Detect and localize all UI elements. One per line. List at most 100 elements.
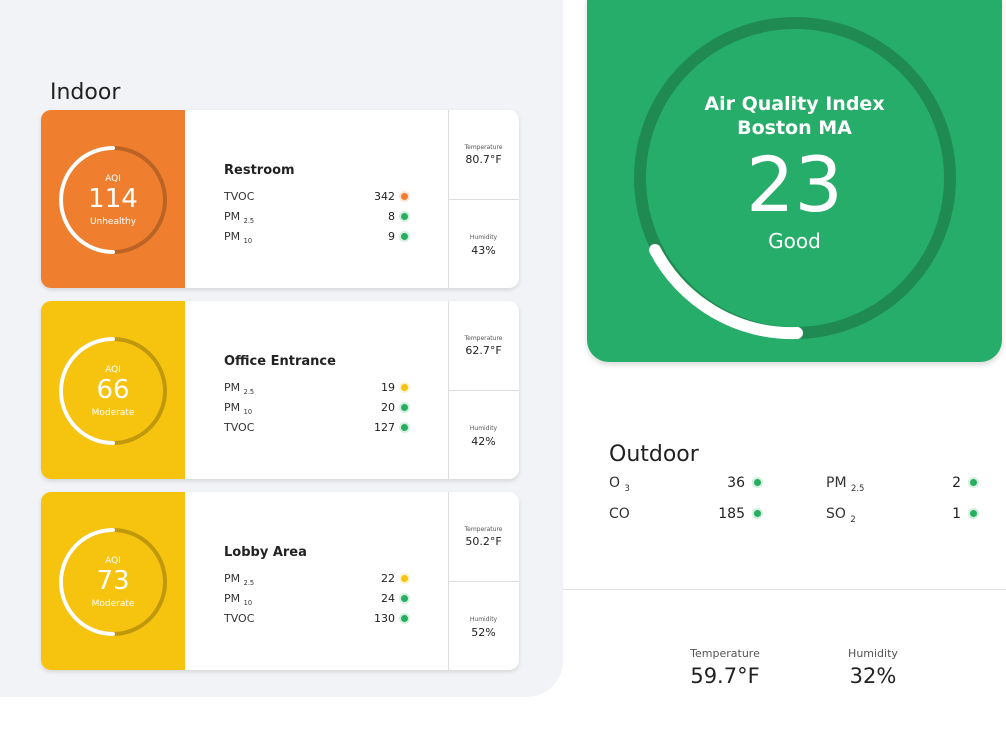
pollutant-value: 24 xyxy=(381,592,395,605)
divider xyxy=(563,589,1006,590)
gauge-arc xyxy=(59,528,115,636)
aqi-label: AQI xyxy=(105,556,121,566)
outdoor-humidity: 32% xyxy=(849,664,897,688)
pollutant-value: 36 xyxy=(727,475,745,491)
row-divider xyxy=(448,390,519,391)
status-dot xyxy=(754,479,761,486)
room-card: AQI 73 Moderate Lobby Area PM 2.5 22 PM 10 24 TV… xyxy=(41,492,519,670)
humidity: 52% xyxy=(471,626,496,639)
pollutant-name: CO xyxy=(609,506,630,522)
humidity-label: Humidity xyxy=(469,425,498,432)
status-dot xyxy=(970,479,977,486)
pollutant-value: 20 xyxy=(381,401,395,414)
pollutant-label: CO xyxy=(609,506,630,522)
pollutant-label: PM xyxy=(826,475,847,491)
pollutant-value: 130 xyxy=(374,612,395,625)
pollutant-name: TVOC xyxy=(224,190,254,203)
aqi-panel xyxy=(41,110,185,288)
summary-gauge xyxy=(634,17,956,340)
pollutant-value: 1 xyxy=(952,506,961,522)
aqi-value: 114 xyxy=(88,184,138,214)
status-dot xyxy=(401,594,408,602)
status-dot xyxy=(401,212,408,220)
pollutant-label: TVOC xyxy=(224,190,255,203)
pollutant-subscript: 2.5 xyxy=(243,579,255,588)
outdoor-title: Outdoor xyxy=(609,442,699,467)
outdoor-temperature-label: Temperature xyxy=(690,647,760,660)
aqi-status: Moderate xyxy=(91,599,135,609)
humidity-label: Humidity xyxy=(469,234,498,241)
status-dot xyxy=(401,423,408,431)
pollutant-value: 19 xyxy=(381,381,395,394)
aqi-value: 66 xyxy=(96,375,130,405)
temperature-label: Temperature xyxy=(464,526,503,533)
summary-location: Boston MA xyxy=(737,117,852,139)
pollutant-subscript: 10 xyxy=(243,237,253,246)
aqi-status: Unhealthy xyxy=(89,217,137,227)
room-name: Restroom xyxy=(224,163,295,178)
pollutant-subscript: 2.5 xyxy=(850,482,865,493)
pollutant-label: SO xyxy=(826,506,846,522)
pollutant-label: PM xyxy=(224,592,241,605)
temperature: 50.2°F xyxy=(465,535,502,548)
pollutant-name: PM 10 xyxy=(224,592,252,607)
aqi-label: AQI xyxy=(105,174,121,184)
pollutant-subscript: 10 xyxy=(243,408,253,417)
pollutant-name: PM 10 xyxy=(224,230,252,245)
status-dot xyxy=(401,192,408,200)
pollutant-name: PM 2.5 xyxy=(224,381,254,396)
pollutant-subscript: 2.5 xyxy=(243,217,255,226)
pollutant-value: 2 xyxy=(952,475,961,491)
temperature: 80.7°F xyxy=(465,153,502,166)
row-divider xyxy=(448,581,519,582)
temperature-label: Temperature xyxy=(464,335,503,342)
pollutant-subscript: 2.5 xyxy=(243,388,255,397)
pollutant-label: PM xyxy=(224,210,241,223)
summary-aqi: 23 xyxy=(746,140,843,229)
aqi-status: Moderate xyxy=(91,408,135,418)
aqi-panel xyxy=(41,492,185,670)
pollutant-label: PM xyxy=(224,381,241,394)
aqi-gauge xyxy=(59,528,167,636)
gauge-arc xyxy=(649,244,803,340)
humidity-label: Humidity xyxy=(469,616,498,623)
aqi-gauge xyxy=(59,337,167,445)
status-dot xyxy=(401,614,408,622)
pollutant-subscript: 3 xyxy=(624,482,630,493)
pollutant-name: PM 10 xyxy=(224,401,252,416)
aqi-panel xyxy=(41,301,185,479)
outdoor-temperature: 59.7°F xyxy=(690,664,760,688)
pollutant-subscript: 10 xyxy=(243,599,253,608)
aqi-label: AQI xyxy=(105,365,121,375)
pollutant-label: PM xyxy=(224,572,241,585)
pollutant-name: O 3 xyxy=(609,475,630,493)
pollutant-name: PM 2.5 xyxy=(224,572,254,587)
pollutant-label: O xyxy=(609,475,621,491)
pollutant-value: 127 xyxy=(374,421,395,434)
room-name: Office Entrance xyxy=(224,354,336,369)
gauge-arc xyxy=(59,146,115,254)
status-dot xyxy=(401,403,408,411)
status-dot xyxy=(401,574,408,582)
pollutant-value: 342 xyxy=(374,190,395,203)
summary-card xyxy=(587,0,1002,362)
pollutant-name: TVOC xyxy=(224,421,254,434)
pollutant-value: 22 xyxy=(381,572,395,585)
room-card: AQI 66 Moderate Office Entrance PM 2.5 19 PM 1… xyxy=(41,301,519,479)
pollutant-subscript: 2 xyxy=(850,513,856,524)
pollutant-label: TVOC xyxy=(224,612,255,625)
pollutant-name: SO 2 xyxy=(826,506,856,524)
row-divider xyxy=(448,199,519,200)
pollutant-name: PM 2.5 xyxy=(826,475,864,493)
temperature: 62.7°F xyxy=(465,344,502,357)
gauge-arc xyxy=(59,337,115,445)
status-dot xyxy=(970,510,977,517)
humidity: 42% xyxy=(471,435,496,448)
humidity: 43% xyxy=(471,244,496,257)
room-card: AQI 114 Unhealthy Restroom TVOC 342 PM 2.5 8 PM … xyxy=(41,110,519,288)
summary-status: Good xyxy=(768,229,821,253)
status-dot xyxy=(754,510,761,517)
status-dot xyxy=(401,232,408,240)
pollutant-value: 8 xyxy=(388,210,395,223)
